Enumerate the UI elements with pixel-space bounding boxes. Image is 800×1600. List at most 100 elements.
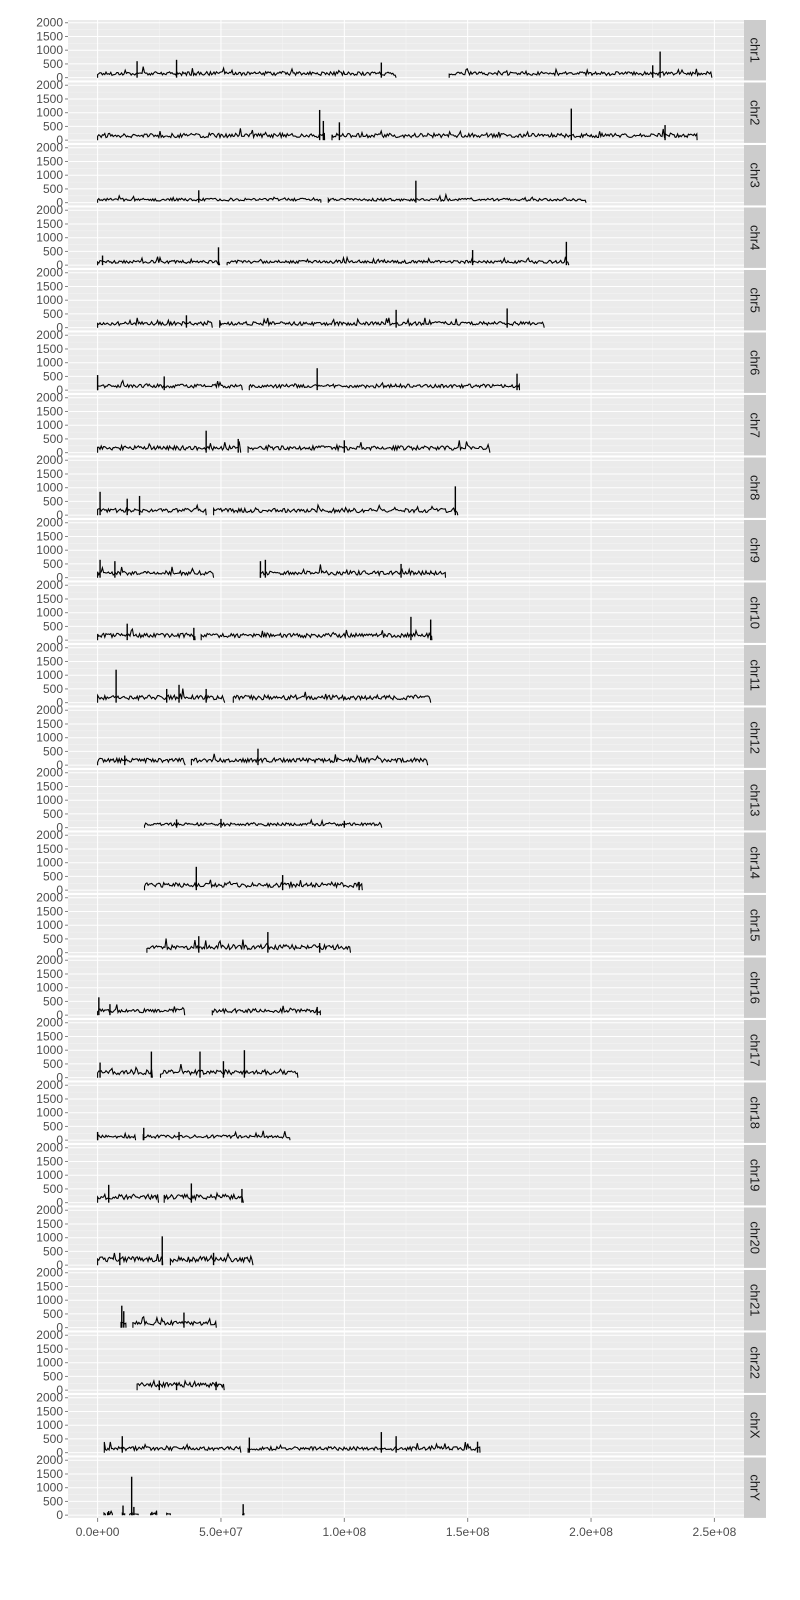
strip-label: chr1 [748, 38, 763, 63]
coverage-line [211, 1005, 321, 1016]
coverage-line [97, 1065, 153, 1078]
coverage-line [97, 1252, 164, 1266]
y-tick-label: 500 [43, 369, 63, 383]
coverage-line [97, 1004, 186, 1016]
y-tick-label: 1500 [36, 904, 63, 918]
strip-label: chr19 [748, 1159, 763, 1192]
y-tick-label: 500 [43, 807, 63, 821]
y-tick-label: 2000 [36, 1266, 63, 1280]
coverage-line [146, 938, 352, 953]
strip-label: chr7 [748, 413, 763, 438]
strip-background [744, 895, 766, 956]
strip-background [744, 20, 766, 81]
coverage-line [97, 503, 207, 516]
y-tick-label: 2000 [36, 641, 63, 655]
strip-label: chr8 [748, 475, 763, 500]
x-tick-label: 0.0e+00 [76, 1525, 120, 1539]
strip-label: chr2 [748, 100, 763, 125]
y-tick-label: 1000 [36, 231, 63, 245]
y-tick-label: 2000 [36, 1078, 63, 1092]
coverage-line [97, 565, 215, 578]
strip-background [744, 770, 766, 831]
strip-background [744, 332, 766, 393]
y-tick-label: 500 [43, 1057, 63, 1071]
x-tick-label: 1.0e+08 [322, 1525, 366, 1539]
coverage-line [103, 1511, 107, 1516]
coverage-line [226, 255, 570, 266]
coverage-line [327, 192, 587, 203]
y-tick-label: 1500 [36, 1342, 63, 1356]
y-tick-label: 500 [43, 432, 63, 446]
y-tick-label: 2000 [36, 516, 63, 530]
y-tick-label: 500 [43, 869, 63, 883]
y-tick-label: 1000 [36, 1418, 63, 1432]
coverage-line [97, 1131, 137, 1141]
y-tick-label: 0 [56, 1071, 63, 1085]
strip-label: chr17 [748, 1034, 763, 1067]
strip-background [744, 207, 766, 268]
strip-background [744, 270, 766, 331]
y-tick-label: 0 [56, 1508, 63, 1522]
y-tick-label: 500 [43, 1182, 63, 1196]
y-tick-label: 0 [56, 71, 63, 85]
y-tick-label: 1000 [36, 1356, 63, 1370]
y-tick-label: 2000 [36, 953, 63, 967]
coverage-line [150, 1510, 158, 1516]
coverage-line [163, 1191, 244, 1203]
y-tick-label: 0 [56, 1383, 63, 1397]
y-tick-label: 2000 [36, 1453, 63, 1467]
y-tick-label: 1500 [36, 654, 63, 668]
x-axis: 0.0e+00 5.0e+07 1.0e+08 1.5e+08 2.0e+08 2.5e+… [76, 1517, 737, 1539]
strip-label: chr11 [748, 659, 763, 691]
y-tick-label: 500 [43, 244, 63, 258]
y-tick-label: 0 [56, 321, 63, 335]
y-tick-label: 500 [43, 557, 63, 571]
strip-background [744, 957, 766, 1018]
y-tick-label: 1500 [36, 279, 63, 293]
y-tick-label: 2000 [36, 766, 63, 780]
y-tick-label: 0 [56, 1133, 63, 1147]
strip-background [744, 1332, 766, 1393]
strip-label: chr5 [748, 288, 763, 313]
strip-background [744, 1270, 766, 1331]
y-tick-label: 1000 [36, 856, 63, 870]
coverage-line [97, 688, 226, 703]
coverage-line [142, 1130, 291, 1141]
y-tick-label: 500 [43, 1432, 63, 1446]
y-tick-label: 500 [43, 1119, 63, 1133]
coverage-line [259, 564, 447, 578]
y-tick-label: 1500 [36, 467, 63, 481]
coverage-line [97, 66, 397, 78]
y-tick-label: 1000 [36, 918, 63, 932]
y-tick-label: 1500 [36, 29, 63, 43]
y-tick-label: 0 [56, 696, 63, 710]
y-tick-label: 500 [43, 494, 63, 508]
y-tick-label: 1500 [36, 342, 63, 356]
y-tick-label: 1000 [36, 43, 63, 57]
coverage-line [169, 1251, 254, 1266]
strip-label: chrX [748, 1412, 763, 1439]
strip-label: chr3 [748, 163, 763, 188]
y-tick-label: 1000 [36, 1043, 63, 1057]
coverage-line [219, 317, 545, 328]
y-tick-label: 2000 [36, 1203, 63, 1217]
coverage-line [97, 1192, 160, 1203]
strip-background [744, 1395, 766, 1456]
y-tick-label: 2000 [36, 16, 63, 30]
coverage-line [200, 628, 433, 641]
y-tick-label: 2000 [36, 328, 63, 342]
y-tick-label: 1500 [36, 154, 63, 168]
y-tick-label: 2000 [36, 1391, 63, 1405]
y-tick-label: 2000 [36, 78, 63, 92]
y-tick-label: 500 [43, 1244, 63, 1258]
y-tick-label: 500 [43, 932, 63, 946]
y-tick-label: 2000 [36, 828, 63, 842]
strip-label: chr22 [748, 1346, 763, 1379]
strip-background [744, 1145, 766, 1206]
